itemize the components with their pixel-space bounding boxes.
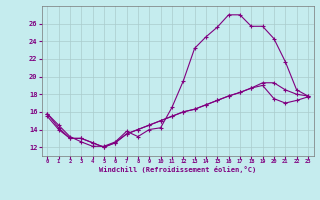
- X-axis label: Windchill (Refroidissement éolien,°C): Windchill (Refroidissement éolien,°C): [99, 166, 256, 173]
